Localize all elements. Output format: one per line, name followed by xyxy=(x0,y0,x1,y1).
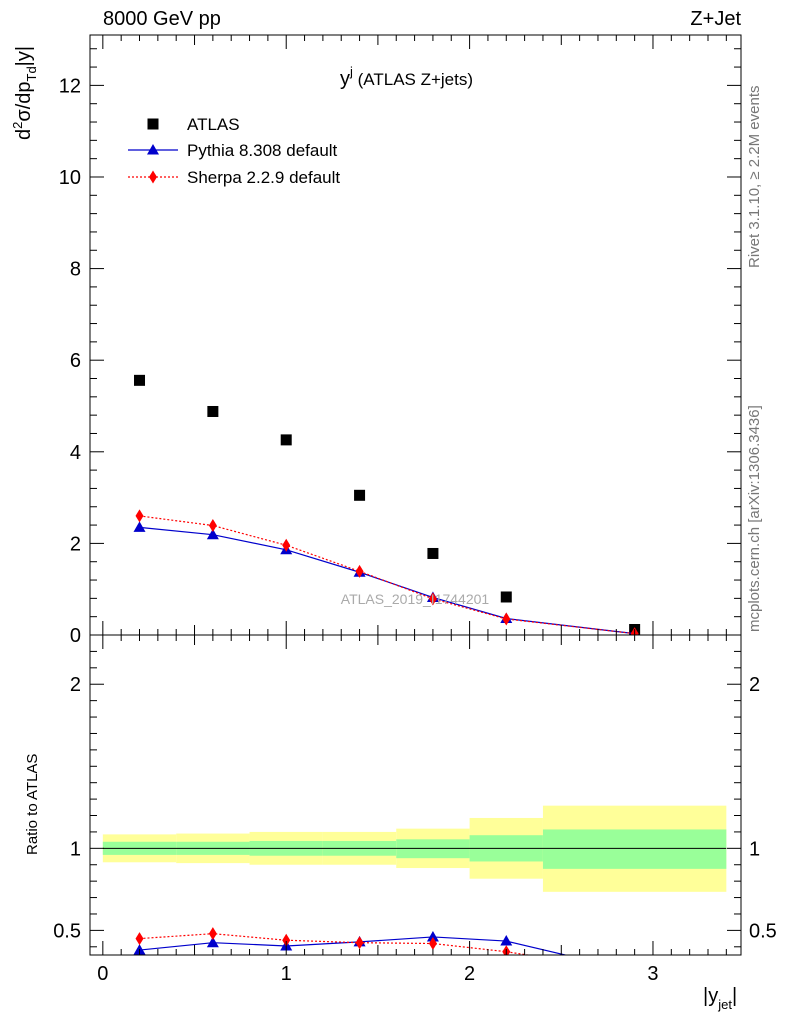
main-title-y: y xyxy=(340,68,350,90)
ratio-ylabel: Ratio to ATLAS xyxy=(24,754,41,855)
pythia-point xyxy=(629,965,641,976)
sherpa-point xyxy=(135,932,144,946)
xlabel-part-b: | xyxy=(732,985,737,1007)
sherpa-point xyxy=(355,564,364,578)
xlabel-part-a: |y xyxy=(703,985,718,1007)
ratio-plot-marks xyxy=(133,927,641,978)
header-right: Z+Jet xyxy=(690,8,741,30)
atlas-point xyxy=(500,591,512,603)
sherpa-point xyxy=(631,965,639,978)
x-tick-label: 2 xyxy=(464,963,475,985)
axis-frames xyxy=(89,34,742,956)
band-inner xyxy=(542,829,727,869)
svg-text:d2σ/dpTd|y|: d2σ/dpTd|y| xyxy=(10,46,39,140)
legend-label: Sherpa 2.2.9 default xyxy=(187,168,340,187)
ratio-y-tick-label-right: 2 xyxy=(749,674,760,696)
ylabel-part-sub: Td xyxy=(24,66,39,81)
legend: ATLAS Pythia 8.308 default Sherpa 2.2.9 de… xyxy=(128,115,340,187)
sherpa-point xyxy=(428,937,437,951)
sherpa-point xyxy=(149,170,157,184)
sherpa-point xyxy=(428,592,437,606)
sherpa-point xyxy=(355,936,364,950)
xlabel-part-sub: jet xyxy=(717,997,732,1012)
ylabel-part-b: σ/dp xyxy=(13,81,35,121)
x-tick-label: 0 xyxy=(97,963,108,985)
sherpa-point xyxy=(282,538,291,552)
sherpa-point xyxy=(208,519,217,533)
main-ylabel: d2σ/dpTd|y| xyxy=(10,46,39,140)
header-left: 8000 GeV pp xyxy=(103,8,221,30)
ratio-y-tick-label-right: 1 xyxy=(749,838,760,860)
pythia-point xyxy=(500,935,513,946)
atlas-point xyxy=(354,489,366,501)
legend-label: ATLAS xyxy=(187,115,240,134)
atlas-point xyxy=(147,118,159,130)
main-title-sup: j xyxy=(349,64,353,79)
y-tick-label: 12 xyxy=(59,75,81,97)
ratio-uncertainty-bands xyxy=(102,805,727,892)
ratio-y-tick-label: 0.5 xyxy=(53,920,81,942)
watermark-label: ATLAS_2019_I1744201 xyxy=(341,591,490,607)
y-tick-label: 0 xyxy=(70,625,81,647)
pythia-point xyxy=(147,144,159,155)
axis-ticks xyxy=(90,35,741,955)
y-tick-label: 4 xyxy=(70,442,81,464)
x-tick-label: 3 xyxy=(647,963,658,985)
legend-label: Pythia 8.308 default xyxy=(187,141,338,160)
ylabel-part-sup: 2 xyxy=(10,122,25,129)
main-title-rest: (ATLAS Z+jets) xyxy=(353,70,473,89)
pythia-point xyxy=(206,528,219,540)
pythia-point xyxy=(206,936,219,948)
ratio-y-tick-label-right: 0.5 xyxy=(749,920,777,942)
main-title: yj (ATLAS Z+jets) xyxy=(340,64,473,90)
atlas-point xyxy=(427,547,439,559)
svg-text:Ratio to ATLAS: Ratio to ATLAS xyxy=(24,754,41,855)
ratio-xlabel: |yjet| xyxy=(703,985,737,1012)
y-tick-label: 8 xyxy=(70,259,81,281)
x-tick-label: 1 xyxy=(281,963,292,985)
pythia-point xyxy=(133,521,146,532)
pythia-line xyxy=(139,526,635,635)
ratio-y-tick-label: 2 xyxy=(70,674,81,696)
ylabel-part-a: d xyxy=(13,129,35,140)
atlas-point xyxy=(134,374,146,386)
sherpa-point xyxy=(502,612,511,626)
ylabel-part-c: |y| xyxy=(13,46,35,66)
atlas-point xyxy=(280,434,292,446)
y-tick-label: 2 xyxy=(70,533,81,555)
ratio-plot-frame xyxy=(89,634,742,956)
sherpa-point xyxy=(282,933,291,947)
sherpa-point xyxy=(208,927,217,941)
ratio-y-tick-label: 1 xyxy=(70,838,81,860)
y-tick-label: 10 xyxy=(59,167,81,189)
atlas-point xyxy=(207,405,219,417)
y-tick-label: 6 xyxy=(70,350,81,372)
pythia-point xyxy=(426,930,439,942)
sherpa-point xyxy=(135,509,144,523)
